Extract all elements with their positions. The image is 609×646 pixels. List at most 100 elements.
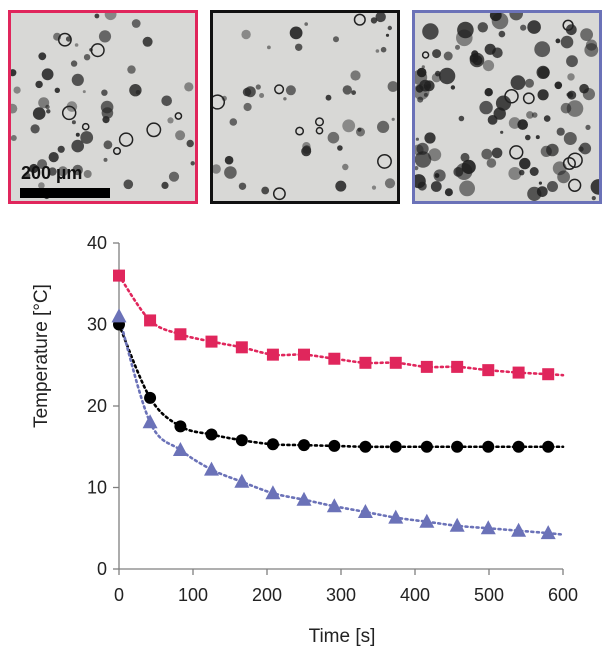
particle <box>83 170 92 178</box>
particle <box>283 97 287 101</box>
data-point-square <box>359 356 372 369</box>
data-point-triangle <box>111 308 127 323</box>
particle <box>585 39 598 51</box>
particle <box>129 84 142 97</box>
particle <box>224 166 237 179</box>
particle <box>557 170 570 184</box>
particle <box>529 167 539 176</box>
particle <box>57 145 65 153</box>
x-tick-label: 500 <box>474 585 504 605</box>
particle <box>387 25 392 31</box>
x-tick-label: 600 <box>548 585 578 605</box>
particle <box>525 134 531 141</box>
particle <box>543 115 551 122</box>
particle <box>486 158 497 168</box>
particle <box>38 182 45 189</box>
data-point-triangle <box>419 513 435 528</box>
particle <box>461 159 476 174</box>
data-point-square <box>482 364 495 377</box>
particle <box>579 83 589 94</box>
particle <box>102 116 110 124</box>
data-point-triangle <box>326 498 342 513</box>
particle <box>419 79 432 92</box>
particle <box>71 73 84 86</box>
particle <box>453 167 464 177</box>
bubble <box>295 126 305 136</box>
data-point-circle <box>542 440 555 453</box>
particle <box>35 80 43 89</box>
bubble <box>213 94 226 110</box>
particle <box>375 13 386 23</box>
particle <box>423 92 428 97</box>
particle <box>536 186 548 198</box>
particle <box>72 164 83 176</box>
data-point-circle <box>174 420 187 433</box>
micrograph-image-2 <box>213 13 397 201</box>
micrograph-panel-black <box>210 10 400 204</box>
particle <box>38 97 50 109</box>
particle <box>443 51 453 61</box>
particle <box>327 131 340 144</box>
particle <box>184 82 194 92</box>
particle <box>75 132 80 137</box>
particle <box>519 157 531 170</box>
bubble <box>315 126 324 135</box>
particle <box>421 65 425 69</box>
bubble <box>377 153 392 169</box>
particle <box>491 147 503 159</box>
data-point-triangle <box>357 503 373 518</box>
particle <box>384 178 396 189</box>
bubble <box>112 146 122 156</box>
x-tick-label: 300 <box>326 585 356 605</box>
data-point-circle <box>482 440 495 453</box>
particle <box>527 20 541 34</box>
particle <box>167 117 174 124</box>
particle <box>48 167 57 176</box>
particle <box>500 130 504 134</box>
particle <box>455 44 460 50</box>
particle <box>535 135 540 140</box>
particle <box>242 87 252 97</box>
particle <box>459 180 475 197</box>
particle <box>520 24 527 31</box>
particle <box>538 181 542 185</box>
particle <box>100 100 114 114</box>
particle <box>224 155 234 165</box>
particle <box>431 73 442 83</box>
particle <box>238 182 247 190</box>
particle <box>325 94 332 101</box>
particle <box>213 164 221 174</box>
data-point-circle <box>205 428 218 441</box>
particle <box>41 68 54 81</box>
particle <box>168 171 180 182</box>
particle <box>261 186 270 195</box>
data-point-circle <box>328 439 341 452</box>
data-point-square <box>266 348 279 361</box>
particle <box>342 119 356 133</box>
bubble <box>562 156 576 171</box>
data-point-circle <box>512 440 525 453</box>
particle <box>415 151 432 168</box>
data-point-square <box>144 314 157 327</box>
data-point-circle <box>266 438 279 451</box>
data-point-triangle <box>388 509 404 524</box>
particle <box>556 127 565 136</box>
bubble <box>61 105 77 121</box>
particle <box>590 179 599 195</box>
particle <box>357 127 362 132</box>
particle <box>424 132 436 144</box>
data-point-circle <box>359 440 372 453</box>
particle <box>450 85 456 90</box>
y-tick-label: 40 <box>87 233 107 253</box>
particle <box>484 43 496 55</box>
particle <box>534 41 551 58</box>
bubble <box>567 152 583 168</box>
data-point-circle <box>144 391 157 404</box>
bubble <box>174 112 183 120</box>
particle <box>54 87 60 94</box>
particle <box>415 137 419 141</box>
particle <box>32 107 46 120</box>
x-tick-label: 400 <box>400 585 430 605</box>
data-point-square <box>113 269 125 282</box>
